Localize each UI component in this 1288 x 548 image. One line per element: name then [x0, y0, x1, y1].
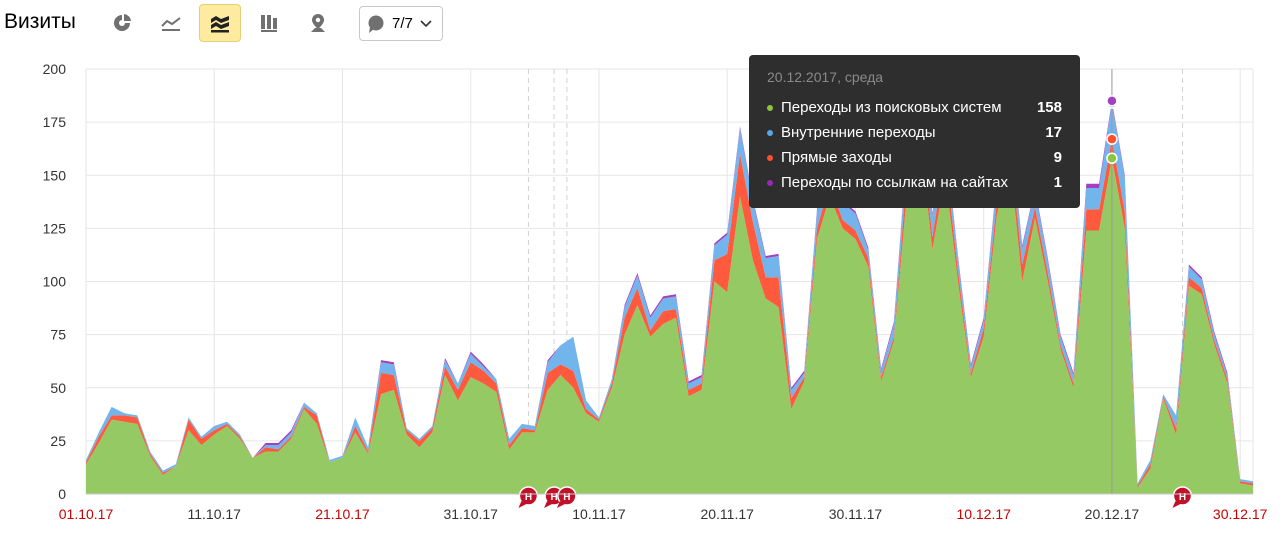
annotation-tail: [1172, 501, 1181, 508]
segments-dropdown[interactable]: 7/7: [359, 6, 443, 41]
series-area: [86, 115, 1253, 488]
bar-chart-icon: [261, 15, 277, 32]
y-tick-label: 25: [50, 433, 66, 449]
tooltip-series-name: Переходы по ссылкам на сайтах: [781, 174, 1008, 191]
tooltip-series-value: 158: [1036, 99, 1062, 116]
tooltip-series-name: Прямые заходы: [781, 149, 892, 166]
x-tick-label: 10.12.17: [956, 506, 1011, 522]
pie-chart-icon: [114, 14, 131, 31]
x-tick-label: 30.11.17: [829, 506, 883, 522]
x-tick-label: 20.12.17: [1085, 506, 1140, 522]
series-area: [86, 132, 1253, 495]
chevron-down-icon: [420, 19, 432, 27]
tooltip-row: Внутренние переходы 17: [767, 120, 1062, 145]
series-area: [86, 90, 1253, 486]
line-chart-icon: [161, 17, 181, 31]
y-tick-label: 75: [50, 327, 66, 343]
x-tick-label: 31.10.17: [443, 506, 498, 522]
line-chart-button[interactable]: [150, 4, 192, 42]
speech-bubble-icon: [368, 15, 384, 33]
map-icon: [311, 14, 325, 32]
x-tick-label: 01.10.17: [59, 506, 114, 522]
x-tick-label: 11.10.17: [188, 506, 242, 522]
y-tick-label: 50: [50, 380, 66, 396]
tooltip-series-name: Внутренние переходы: [781, 124, 936, 141]
y-tick-label: 0: [58, 486, 66, 502]
hover-point: [1106, 152, 1118, 164]
tooltip-row: Переходы из поисковых систем 158: [767, 95, 1062, 120]
annotation-bubble: [1172, 486, 1193, 506]
annotation-bubble: [518, 486, 539, 506]
x-tick-label: 30.12.17: [1213, 506, 1268, 522]
x-tick-label: 21.10.17: [315, 506, 370, 522]
annotation-label: Н: [525, 492, 532, 503]
annotation-marker: Н: [518, 486, 539, 508]
annotation-bubble: [557, 486, 577, 506]
annotation-tail: [518, 501, 527, 508]
bar-chart-button[interactable]: [248, 4, 290, 42]
tooltip-date: 20.12.2017, среда: [767, 69, 884, 85]
y-tick-label: 100: [43, 274, 67, 290]
pie-chart-button[interactable]: [101, 4, 143, 42]
annotation-marker: Н: [556, 486, 577, 508]
legend-dot: [767, 154, 773, 161]
tooltip-series-name: Переходы из поисковых систем: [781, 99, 1002, 116]
tooltip-series-value: 17: [1045, 124, 1062, 141]
stacked-area-button[interactable]: [199, 4, 241, 42]
x-tick-label: 10.11.17: [572, 506, 626, 522]
y-tick-label: 125: [43, 220, 67, 236]
segments-count: 7/7: [392, 15, 413, 32]
y-tick-label: 150: [43, 167, 67, 183]
annotation-tail: [556, 501, 565, 508]
tooltip-series-value: 1: [1053, 174, 1062, 191]
x-tick-label: 20.11.17: [700, 506, 754, 522]
annotation-marker: Н: [1172, 486, 1193, 508]
y-tick-label: 175: [43, 114, 67, 130]
annotation-label: Н: [1179, 492, 1186, 503]
page-title: Визиты: [4, 10, 76, 33]
annotation-label: Н: [550, 492, 557, 503]
hover-point: [1106, 133, 1118, 145]
legend-dot: [767, 104, 773, 111]
map-button[interactable]: [297, 4, 339, 42]
tooltip-series-value: 9: [1053, 149, 1062, 166]
legend-dot: [767, 129, 773, 136]
stacked-area-icon: [211, 16, 229, 33]
annotation-tail: [544, 501, 553, 508]
legend-dot: [767, 179, 773, 186]
tooltip-row: Переходы по ссылкам на сайтах 1: [767, 170, 1062, 195]
y-tick-label: 200: [43, 61, 67, 77]
hover-point: [1106, 95, 1118, 107]
chart-tooltip: 20.12.2017, среда Переходы из поисковых …: [749, 55, 1080, 208]
tooltip-row: Прямые заходы 9: [767, 145, 1062, 170]
annotation-label: Н: [563, 492, 570, 503]
